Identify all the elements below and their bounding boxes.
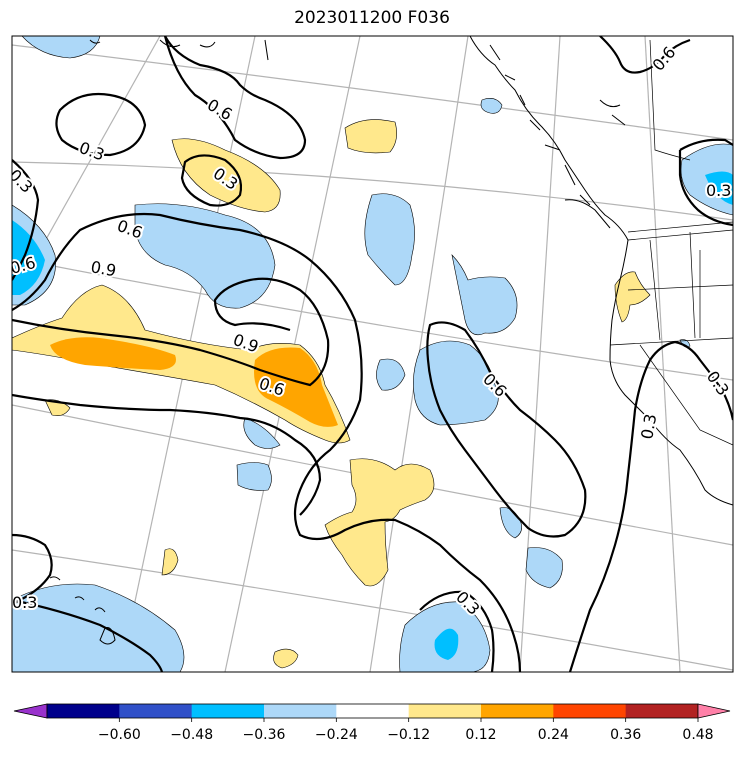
colorbar-segment — [191, 704, 265, 718]
contour-line — [678, 138, 733, 227]
coastlines — [49, 36, 733, 645]
state-border — [649, 231, 701, 341]
fill-region — [376, 358, 406, 391]
colorbar-tick-label: −0.24 — [315, 727, 358, 743]
fill-region — [236, 462, 272, 491]
fill-region — [254, 347, 338, 427]
coastline-detail — [89, 39, 269, 61]
fill-region — [413, 340, 499, 426]
colorbar-segment — [553, 704, 627, 718]
fill-region — [364, 193, 415, 286]
fill-region — [451, 254, 518, 336]
island-coast — [564, 199, 611, 229]
fill-region — [324, 458, 435, 587]
contour-line — [419, 590, 495, 672]
colorbar-tick-label: −0.36 — [243, 727, 286, 743]
map-frame — [11, 35, 734, 673]
border — [649, 39, 691, 161]
map-panel: 0.6 0.3 0.3 0.6 0.3 0.6 0.9 0.9 0.6 0.6 … — [12, 36, 733, 672]
contour-line — [163, 36, 307, 160]
contour-lines — [12, 36, 733, 672]
colorbar-tick-label: 0.24 — [538, 727, 569, 743]
fill-region — [525, 547, 563, 589]
latitude-line — [12, 161, 733, 221]
colorbar-segment — [481, 704, 554, 718]
colorbar-tick-label: 0.12 — [465, 727, 496, 743]
fill-region — [12, 220, 45, 295]
fill-region — [480, 98, 503, 114]
coastline-detail — [489, 44, 591, 206]
contour-line — [12, 598, 164, 672]
contour-label: 0.3 — [12, 593, 37, 612]
fill-region — [171, 138, 281, 213]
colorbar-tick-label: −0.48 — [170, 727, 213, 743]
fill-region — [243, 417, 281, 449]
colorbar-tick-label: 0.36 — [610, 727, 641, 743]
colorbar-segment — [119, 704, 193, 718]
latitude-line — [12, 44, 733, 141]
fill-region — [161, 548, 179, 576]
contour-line — [12, 533, 53, 606]
colorbar-tick-label: 0.48 — [682, 727, 713, 743]
fill-region — [344, 119, 397, 154]
latitude-line — [12, 549, 733, 671]
contour-label: 0.3 — [706, 181, 731, 200]
fill-region — [705, 171, 733, 205]
contour-line — [180, 154, 243, 207]
positive-anomaly-fills — [12, 119, 651, 669]
coastline-detail — [599, 99, 626, 126]
contour-line — [599, 36, 691, 74]
fill-region — [12, 583, 185, 672]
contour-line — [426, 321, 587, 538]
contour-line — [568, 340, 733, 672]
island-coast — [74, 596, 116, 645]
island-coast — [49, 576, 61, 581]
colorbar-tick-label: −0.12 — [387, 727, 430, 743]
colorbar-segment — [264, 704, 337, 718]
contour-line — [12, 393, 322, 516]
colorbar-extend-high — [697, 703, 731, 719]
fill-region — [12, 284, 351, 444]
longitude-line — [644, 36, 681, 672]
contour-line — [12, 212, 522, 672]
contour-line — [12, 159, 40, 281]
fill-region — [434, 628, 459, 660]
colorbar-tick-label: −0.60 — [98, 727, 141, 743]
state-border — [609, 229, 733, 446]
colorbar: −0.60 −0.48 −0.36 −0.24 −0.12 0.12 0.24 0.36 0.4… — [13, 703, 731, 743]
coastline — [469, 36, 733, 506]
fill-region — [21, 36, 101, 59]
fill-region — [273, 648, 299, 669]
latitude-line — [12, 257, 733, 381]
fill-region — [614, 271, 651, 323]
colorbar-segment — [336, 704, 410, 718]
strong-positive-fills — [50, 337, 338, 427]
colorbar-extend-low — [13, 703, 48, 719]
border — [627, 221, 733, 233]
colorbar-segment — [47, 704, 120, 718]
fill-region — [50, 337, 176, 370]
contour-line — [12, 277, 330, 387]
strong-negative-fills — [12, 171, 733, 660]
colorbar-segment — [625, 704, 699, 718]
colorbar-segment — [408, 704, 482, 718]
contour-line — [55, 92, 147, 157]
map-title: 2023011200 F036 — [294, 8, 450, 28]
